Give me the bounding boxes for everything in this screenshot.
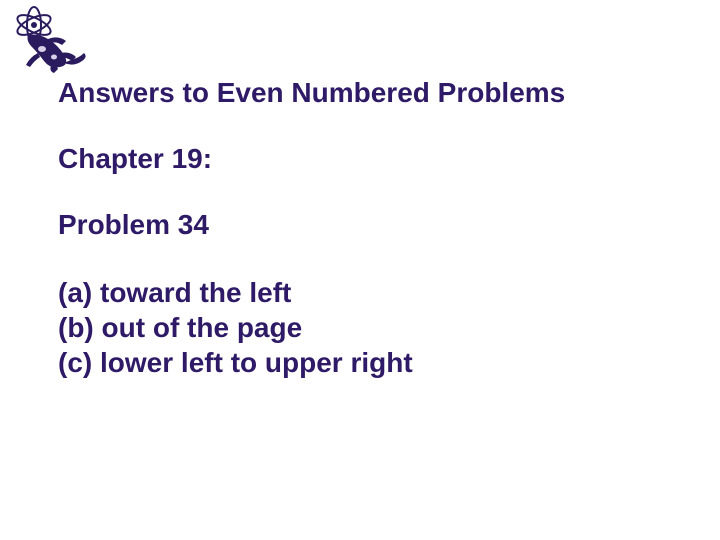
page-title: Answers to Even Numbered Problems: [58, 78, 680, 109]
slide: Answers to Even Numbered Problems Chapte…: [0, 0, 720, 540]
lizard-atom-icon: [8, 5, 90, 73]
answer-a: (a) toward the left: [58, 275, 680, 310]
content-area: Answers to Even Numbered Problems Chapte…: [58, 78, 680, 380]
problem-label: Problem 34: [58, 209, 680, 241]
chapter-label: Chapter 19:: [58, 143, 680, 175]
answer-b: (b) out of the page: [58, 310, 680, 345]
answers-block: (a) toward the left (b) out of the page …: [58, 275, 680, 380]
answer-c: (c) lower left to upper right: [58, 345, 680, 380]
